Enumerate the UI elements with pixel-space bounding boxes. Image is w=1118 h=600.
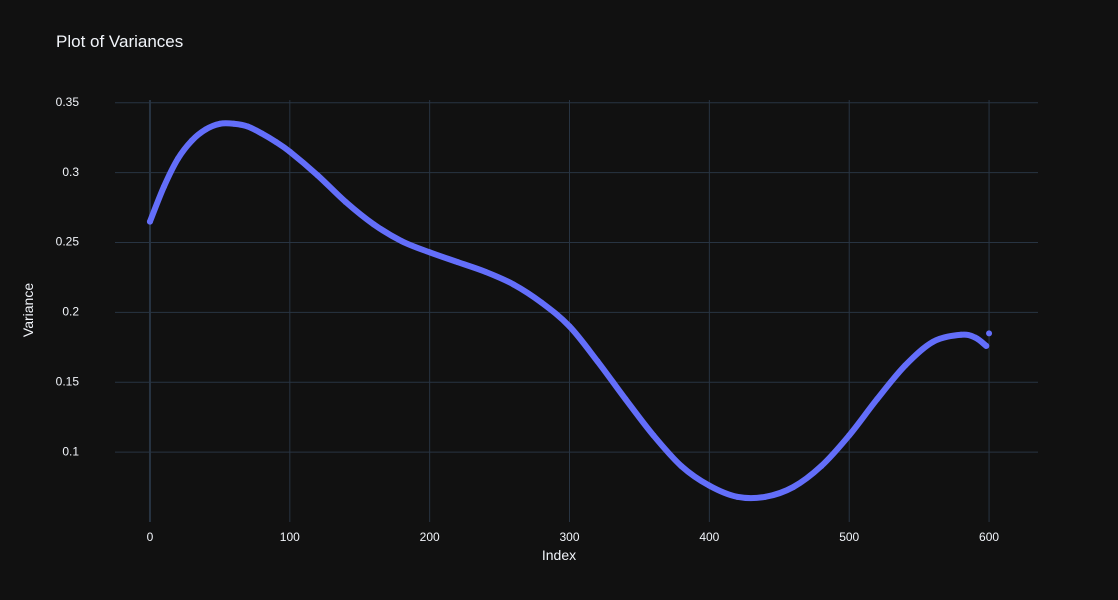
data-point[interactable] — [762, 493, 769, 500]
data-point[interactable] — [398, 238, 405, 245]
y-tick-label: 0.2 — [62, 305, 79, 319]
data-point[interactable] — [983, 342, 990, 349]
data-point[interactable] — [706, 482, 713, 489]
data-point[interactable] — [930, 338, 937, 345]
data-point[interactable] — [258, 130, 265, 137]
x-axis-title: Index — [542, 547, 576, 563]
data-point[interactable] — [972, 334, 979, 341]
tick-labels: 0 100 200 300 400 500 600 0.1 0.15 0.2 0.25 0.3 0.35 — [56, 95, 1000, 544]
y-axis-title: Variance — [20, 283, 36, 337]
x-tick-label: 400 — [699, 530, 719, 544]
data-point[interactable] — [958, 331, 965, 338]
data-point[interactable] — [342, 199, 349, 206]
y-tick-label: 0.1 — [62, 444, 79, 458]
x-tick-label: 600 — [979, 530, 999, 544]
data-point[interactable] — [566, 323, 573, 330]
data-point[interactable] — [902, 362, 909, 369]
data-point[interactable] — [818, 463, 825, 470]
data-point[interactable] — [622, 396, 629, 403]
data-point[interactable] — [244, 123, 251, 130]
data-point[interactable] — [216, 120, 223, 127]
y-tick-label: 0.35 — [56, 95, 80, 109]
data-point[interactable] — [454, 259, 461, 266]
data-point[interactable] — [426, 249, 433, 256]
grid-lines — [115, 100, 1038, 522]
x-tick-label: 200 — [420, 530, 440, 544]
x-tick-label: 0 — [147, 530, 154, 544]
data-point[interactable] — [188, 137, 195, 144]
variance-series-line[interactable] — [146, 120, 990, 502]
data-point[interactable] — [594, 358, 601, 365]
data-point[interactable] — [538, 299, 545, 306]
data-point[interactable] — [230, 120, 237, 127]
data-point[interactable] — [790, 484, 797, 491]
data-point[interactable] — [160, 183, 167, 190]
y-tick-label: 0.15 — [56, 374, 80, 388]
data-point[interactable] — [174, 155, 181, 162]
data-point[interactable] — [314, 172, 321, 179]
data-point[interactable] — [678, 463, 685, 470]
chart-title: Plot of Variances — [56, 32, 184, 51]
plot-area[interactable] — [146, 120, 993, 502]
data-point[interactable] — [202, 126, 209, 133]
data-point[interactable] — [510, 281, 517, 288]
data-point[interactable] — [146, 218, 153, 225]
y-tick-label: 0.3 — [62, 165, 79, 179]
data-point[interactable] — [272, 138, 279, 145]
x-tick-label: 100 — [280, 530, 300, 544]
data-point[interactable] — [650, 432, 657, 439]
data-point[interactable] — [370, 221, 377, 228]
x-tick-label: 300 — [559, 530, 579, 544]
data-point[interactable] — [482, 268, 489, 275]
x-tick-label: 500 — [839, 530, 859, 544]
data-point[interactable] — [874, 396, 881, 403]
y-tick-label: 0.25 — [56, 235, 80, 249]
data-point[interactable] — [986, 330, 993, 337]
data-point[interactable] — [286, 148, 293, 155]
data-point[interactable] — [734, 493, 741, 500]
data-point[interactable] — [846, 432, 853, 439]
